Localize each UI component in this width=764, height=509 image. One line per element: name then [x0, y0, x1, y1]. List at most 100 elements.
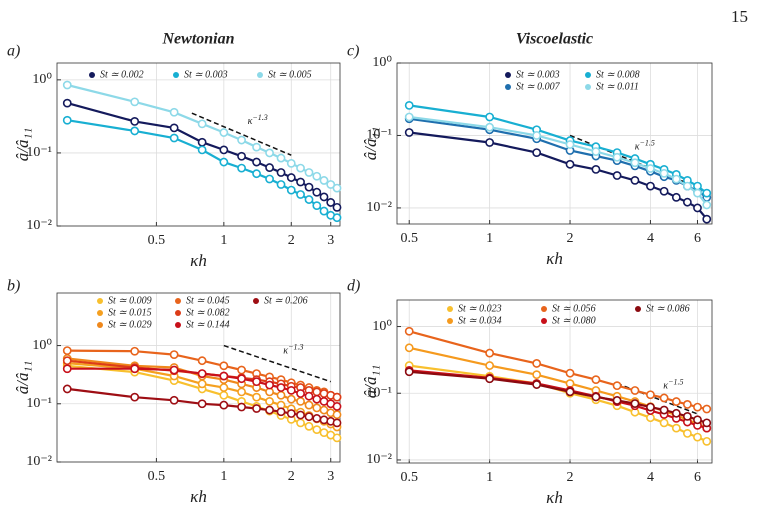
legend-marker [89, 72, 95, 78]
data-point [276, 180, 286, 189]
data-point [252, 169, 261, 179]
data-point [332, 213, 342, 223]
legend-marker [447, 318, 453, 324]
y-tick-label: 10⁻² [366, 452, 392, 467]
legend-marker [257, 72, 263, 78]
data-point [693, 402, 702, 412]
y-tick-label: 10⁻² [366, 200, 392, 215]
x-tick-label: 0.5 [400, 470, 418, 485]
reference-line [616, 382, 698, 415]
data-point [532, 148, 542, 158]
data-point [169, 123, 179, 133]
x-tick-label: 4 [647, 470, 654, 485]
data-point [612, 381, 622, 391]
data-point [265, 405, 274, 415]
x-tick-label: 1 [220, 233, 227, 248]
data-point [671, 174, 681, 184]
plot-area [397, 63, 712, 224]
legend-marker [97, 298, 103, 304]
legend-marker [97, 322, 103, 328]
legend-marker [505, 72, 511, 78]
data-point [319, 176, 329, 185]
panel-title: Viscoelastic [516, 31, 593, 48]
data-point [404, 343, 414, 353]
data-point [219, 145, 229, 155]
panel-title: Newtonian [161, 31, 234, 48]
data-point [312, 171, 322, 181]
data-point [265, 396, 274, 406]
data-point [286, 173, 296, 182]
x-tick-label: 1 [486, 231, 493, 246]
data-point [237, 365, 246, 375]
data-point [169, 350, 179, 359]
data-point [332, 392, 342, 402]
legend-marker [505, 84, 511, 90]
data-point [252, 142, 261, 152]
data-point [197, 119, 207, 129]
data-point [565, 387, 575, 397]
data-point [62, 115, 72, 125]
data-point [237, 387, 246, 397]
x-axis-label: κh [190, 487, 207, 506]
x-tick-label: 0.5 [148, 233, 166, 248]
x-axis-label: κh [546, 488, 563, 507]
data-point [630, 399, 640, 408]
y-tick-label: 10⁻² [26, 454, 52, 469]
legend-label: St ≃ 0.002 [100, 69, 144, 80]
data-point [682, 197, 692, 207]
data-point [197, 379, 207, 389]
data-point [591, 147, 601, 156]
x-axis-label: κh [190, 251, 207, 270]
reference-line [191, 112, 292, 156]
data-point [671, 423, 681, 433]
x-tick-label: 2 [567, 470, 574, 485]
data-point [296, 418, 305, 428]
x-axis-label: κh [546, 249, 563, 268]
data-point [286, 158, 296, 168]
data-point [219, 371, 229, 381]
y-tick-label: 10⁰ [32, 338, 52, 353]
panel-label: a) [7, 43, 20, 60]
data-point [659, 405, 669, 415]
data-point [265, 163, 274, 172]
data-point [332, 202, 342, 212]
data-point [485, 138, 495, 147]
panel-label: d) [347, 278, 360, 295]
x-tick-label: 4 [647, 231, 654, 246]
data-point [312, 201, 322, 211]
data-point [702, 404, 712, 414]
data-point [332, 410, 342, 420]
legend-label: St ≃ 0.144 [186, 319, 230, 330]
data-point [304, 168, 314, 177]
data-point [612, 152, 622, 162]
data-point [130, 364, 140, 374]
data-point [485, 348, 495, 358]
data-point [237, 374, 246, 384]
data-point [682, 429, 692, 438]
legend-marker [447, 306, 453, 312]
data-point [296, 389, 305, 398]
x-tick-label: 0.5 [148, 469, 166, 484]
data-point [130, 346, 140, 356]
legend-marker [175, 298, 181, 304]
x-tick-label: 3 [327, 469, 334, 484]
data-point [197, 137, 207, 147]
data-point [62, 80, 72, 90]
reference-label: κ−1.3 [283, 342, 303, 356]
reference-base: κ [283, 346, 288, 357]
data-point [197, 369, 207, 379]
data-point [485, 374, 495, 384]
legend-marker [97, 310, 103, 316]
page-number: 15 [731, 7, 748, 26]
data-point [252, 377, 261, 387]
legend-label: St ≃ 0.005 [268, 69, 312, 80]
legend-marker [175, 310, 181, 316]
legend-label: St ≃ 0.003 [516, 69, 560, 80]
data-point [219, 128, 229, 137]
y-axis-label: â/â₁₁ [361, 127, 380, 161]
data-point [702, 214, 712, 224]
data-point [485, 112, 495, 122]
reference-base: κ [663, 381, 668, 392]
reference-exponent: −1.3 [288, 342, 303, 351]
